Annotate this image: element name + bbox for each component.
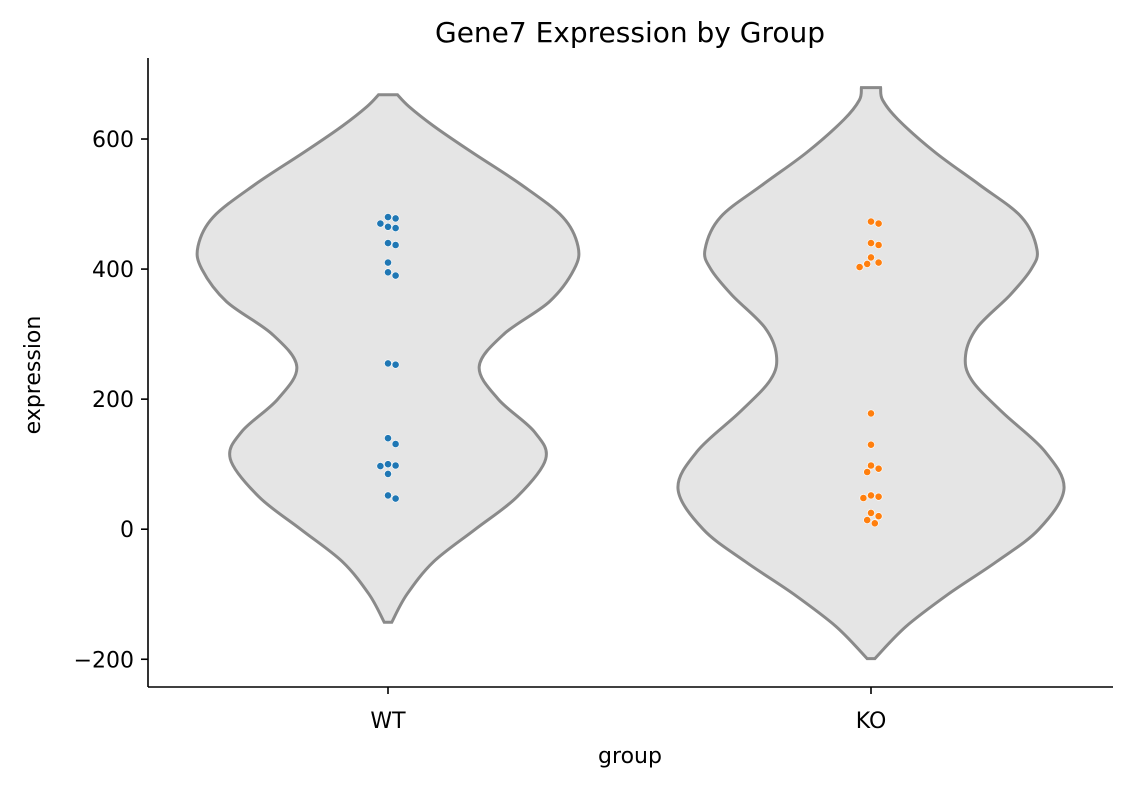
data-point	[384, 460, 392, 469]
data-point	[376, 462, 385, 470]
data-point	[867, 491, 875, 500]
data-point	[391, 440, 400, 448]
data-point	[384, 434, 392, 443]
data-point	[863, 468, 872, 476]
data-point	[870, 519, 879, 528]
data-point	[863, 516, 872, 524]
violin-ko	[676, 86, 1066, 661]
data-point	[384, 359, 392, 368]
data-point	[874, 258, 883, 267]
violins-layer	[195, 86, 1066, 661]
data-point	[391, 224, 400, 232]
x-tick-label: WT	[370, 709, 406, 734]
y-tick-label: 400	[92, 258, 134, 283]
data-point	[376, 219, 385, 228]
x-tick-label: KO	[856, 709, 887, 734]
data-point	[391, 360, 400, 369]
data-point	[384, 258, 392, 267]
y-tick-label: 600	[92, 128, 134, 153]
data-point	[874, 492, 883, 501]
y-tick-label: −200	[74, 648, 134, 673]
data-point	[391, 271, 400, 280]
data-point	[384, 268, 392, 277]
y-axis-label: expression	[21, 316, 46, 435]
data-point	[391, 461, 400, 470]
y-tick-label: 0	[120, 518, 134, 543]
data-point	[391, 214, 400, 223]
data-point	[867, 461, 875, 470]
data-point	[384, 491, 392, 500]
y-tick-label: 200	[92, 388, 134, 413]
data-point	[384, 222, 392, 231]
data-point	[874, 241, 883, 249]
chart-title: Gene7 Expression by Group	[435, 16, 825, 49]
violin-wt	[195, 93, 581, 624]
data-point	[867, 509, 875, 517]
points-layer	[376, 213, 883, 528]
data-point	[391, 494, 400, 503]
axes-layer	[147, 58, 1113, 688]
data-point	[384, 213, 392, 221]
data-point	[867, 239, 875, 247]
data-point	[867, 409, 875, 418]
x-ticks: WT KO	[370, 687, 886, 734]
data-point	[863, 259, 872, 268]
data-point	[874, 512, 883, 521]
data-point	[874, 219, 883, 228]
data-point	[867, 253, 875, 262]
data-point	[384, 239, 392, 247]
data-point	[867, 440, 875, 449]
data-point	[874, 464, 883, 473]
data-point	[384, 469, 392, 478]
data-point	[391, 241, 400, 249]
data-point	[867, 217, 875, 226]
x-axis-label: group	[598, 744, 662, 769]
data-point	[859, 494, 868, 502]
data-point	[855, 263, 864, 271]
y-ticks: −200 0 200 400 600	[74, 128, 148, 673]
